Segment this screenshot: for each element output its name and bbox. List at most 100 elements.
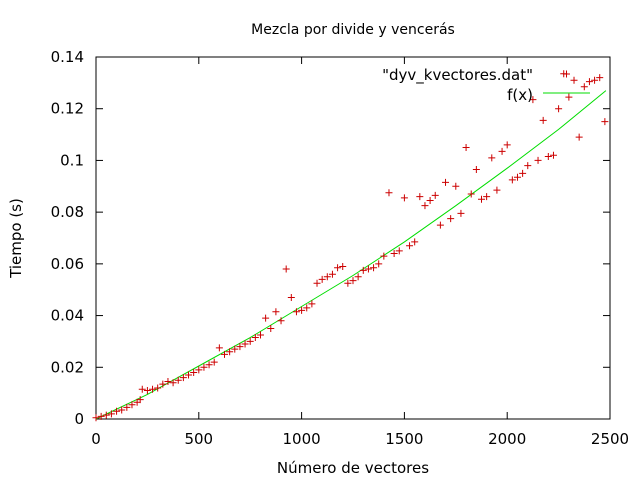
data-point	[298, 306, 306, 314]
data-point	[498, 147, 506, 155]
data-point	[123, 403, 131, 411]
data-point	[287, 293, 295, 301]
data-point	[174, 376, 182, 384]
data-point	[457, 209, 465, 217]
data-point	[462, 144, 470, 151]
x-tick-label: 2000	[488, 430, 526, 448]
x-ticks: 0 500 1000 1500 2000 2500	[91, 57, 629, 448]
data-point	[421, 202, 429, 210]
data-point	[364, 265, 372, 273]
data-point	[534, 156, 542, 164]
x-axis-label: Número de vectores	[277, 459, 429, 477]
data-point	[503, 141, 511, 149]
fx-line	[95, 90, 607, 420]
data-point	[190, 368, 198, 376]
data-point	[107, 410, 115, 418]
x-tick-label: 500	[184, 430, 213, 448]
data-point	[390, 250, 398, 258]
data-point	[544, 153, 552, 161]
data-point	[92, 414, 100, 422]
data-point	[513, 173, 521, 181]
data-point	[246, 337, 254, 345]
data-point	[436, 221, 444, 229]
data-point	[585, 78, 593, 86]
data-point	[570, 76, 578, 84]
data-point	[292, 308, 300, 316]
data-point	[251, 334, 259, 342]
data-point	[267, 325, 275, 332]
data-point	[226, 348, 234, 356]
data-point	[406, 242, 414, 250]
data-point	[221, 350, 228, 358]
data-point	[555, 105, 563, 113]
data-point	[210, 358, 218, 366]
data-point	[200, 363, 208, 371]
data-point	[138, 385, 146, 393]
data-point	[215, 344, 223, 352]
data-point	[205, 361, 213, 369]
y-tick-label: 0.1	[60, 151, 84, 169]
data-point	[169, 379, 177, 387]
data-point	[431, 191, 439, 199]
x-tick-label: 1000	[283, 430, 321, 448]
data-point	[277, 317, 285, 325]
data-point	[483, 193, 491, 201]
data-point	[519, 169, 527, 177]
data-point	[349, 277, 357, 285]
data-point	[334, 264, 342, 272]
data-point	[493, 186, 501, 194]
y-tick-label: 0.02	[51, 358, 84, 376]
legend-swatch-data	[563, 70, 570, 78]
data-point	[323, 273, 331, 281]
data-point	[308, 300, 316, 308]
data-point	[282, 265, 290, 273]
data-point	[575, 133, 583, 141]
data-point	[102, 411, 110, 419]
data-point	[195, 366, 203, 374]
data-point	[591, 76, 599, 84]
y-tick-label: 0.04	[51, 307, 84, 325]
data-point	[580, 83, 588, 91]
data-point	[118, 406, 126, 414]
data-point	[185, 371, 193, 379]
data-point	[524, 162, 532, 170]
y-tick-label: 0.14	[51, 48, 84, 66]
data-point	[416, 193, 424, 201]
data-point	[488, 154, 496, 162]
data-point	[154, 384, 162, 392]
data-point	[241, 340, 249, 348]
data-point	[447, 215, 455, 223]
data-point	[380, 252, 388, 260]
data-point	[400, 194, 408, 202]
data-point	[164, 378, 172, 386]
x-tick-label: 2500	[591, 430, 629, 448]
data-point	[318, 275, 326, 283]
y-tick-label: 0.12	[51, 100, 84, 118]
chart-title: Mezcla por divide y vencerás	[251, 22, 455, 38]
data-point	[375, 260, 383, 268]
data-point	[565, 93, 573, 101]
data-point	[426, 197, 434, 205]
data-point	[385, 189, 393, 197]
data-point	[529, 96, 537, 104]
data-point	[596, 74, 604, 82]
data-point	[149, 385, 157, 393]
data-point	[339, 262, 347, 270]
data-point	[328, 270, 336, 278]
data-point	[478, 195, 485, 203]
data-point	[539, 116, 547, 124]
data-point	[272, 308, 280, 316]
data-point	[508, 176, 516, 184]
data-point	[370, 264, 378, 272]
y-tick-label: 0.06	[51, 255, 84, 273]
data-point	[601, 118, 609, 126]
y-tick-label: 0.08	[51, 203, 84, 221]
data-point	[236, 343, 244, 351]
data-point	[303, 304, 311, 312]
data-point	[143, 387, 151, 395]
data-point	[452, 182, 460, 190]
legend: "dyv_kvectores.dat" f(x)	[382, 66, 590, 104]
data-point	[344, 279, 352, 287]
data-point	[231, 345, 239, 353]
